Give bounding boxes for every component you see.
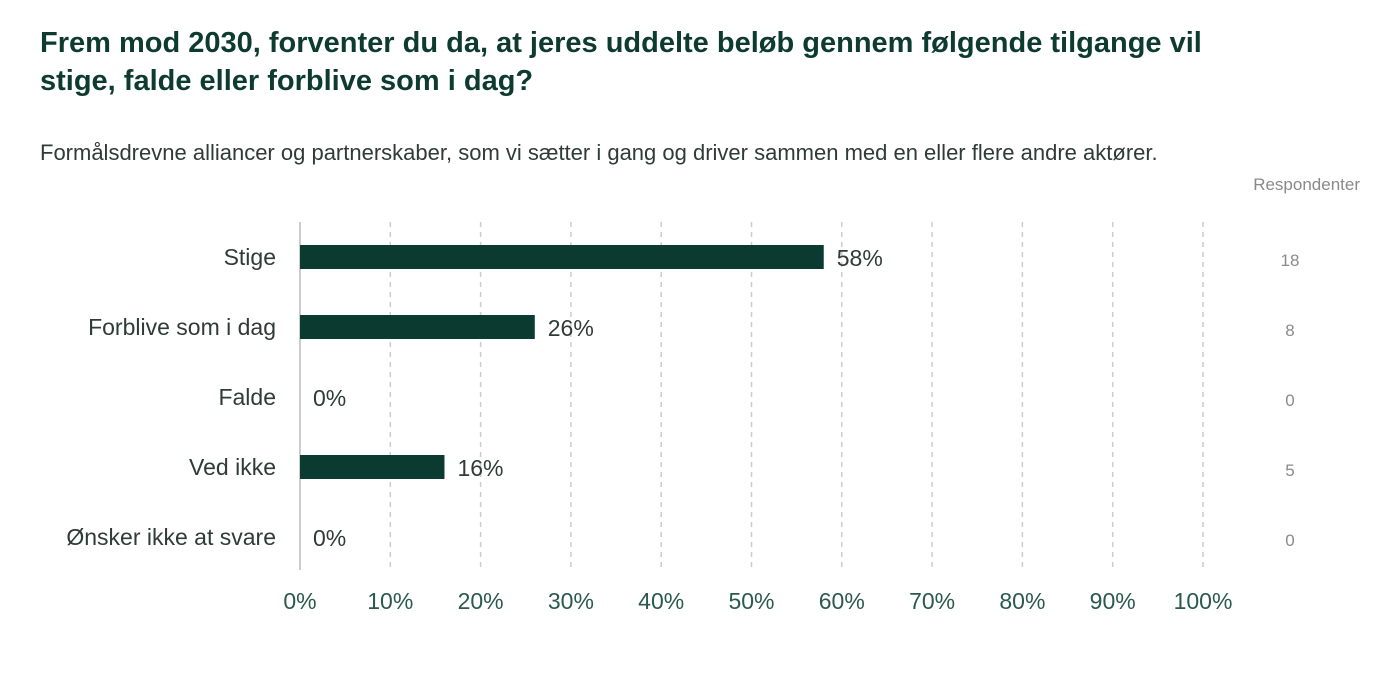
grid-lines xyxy=(299,222,1204,570)
bar xyxy=(300,245,824,269)
category-label: Ved ikke xyxy=(189,454,276,480)
x-tick-label: 90% xyxy=(1090,588,1136,614)
respondent-count: 0 xyxy=(1285,391,1294,410)
x-tick-label: 50% xyxy=(728,588,774,614)
x-tick-label: 40% xyxy=(638,588,684,614)
category-label: Ønsker ikke at svare xyxy=(66,524,276,550)
x-tick-label: 100% xyxy=(1174,588,1233,614)
data-label: 58% xyxy=(837,245,883,271)
category-label: Forblive som i dag xyxy=(88,314,276,340)
x-tick-label: 0% xyxy=(283,588,316,614)
category-label: Falde xyxy=(218,384,276,410)
x-tick-label: 60% xyxy=(819,588,865,614)
respondent-count: 18 xyxy=(1281,251,1300,270)
data-label: 16% xyxy=(457,455,503,481)
respondents-header: Respondenter xyxy=(1253,175,1360,194)
x-tick-label: 30% xyxy=(548,588,594,614)
data-label: 0% xyxy=(313,385,346,411)
data-label: 26% xyxy=(548,315,594,341)
chart-title: Frem mod 2030, forventer du da, at jeres… xyxy=(40,27,1202,97)
bar xyxy=(300,315,535,339)
category-label: Stige xyxy=(224,244,276,270)
x-tick-label: 80% xyxy=(999,588,1045,614)
labels: 0% 10% 20% 30% 40% 50% 60% 70% 80% 90% 100%Stige 58… xyxy=(66,244,1299,614)
bars xyxy=(300,245,824,479)
x-tick-label: 10% xyxy=(367,588,413,614)
x-tick-label: 20% xyxy=(458,588,504,614)
chart-subtitle: Formålsdrevne alliancer og partnerskaber… xyxy=(40,140,1158,165)
respondent-count: 0 xyxy=(1285,531,1294,550)
bar xyxy=(300,455,445,479)
respondent-count: 5 xyxy=(1285,461,1294,480)
data-label: 0% xyxy=(313,525,346,551)
x-tick-label: 70% xyxy=(909,588,955,614)
respondent-count: 8 xyxy=(1285,321,1294,340)
